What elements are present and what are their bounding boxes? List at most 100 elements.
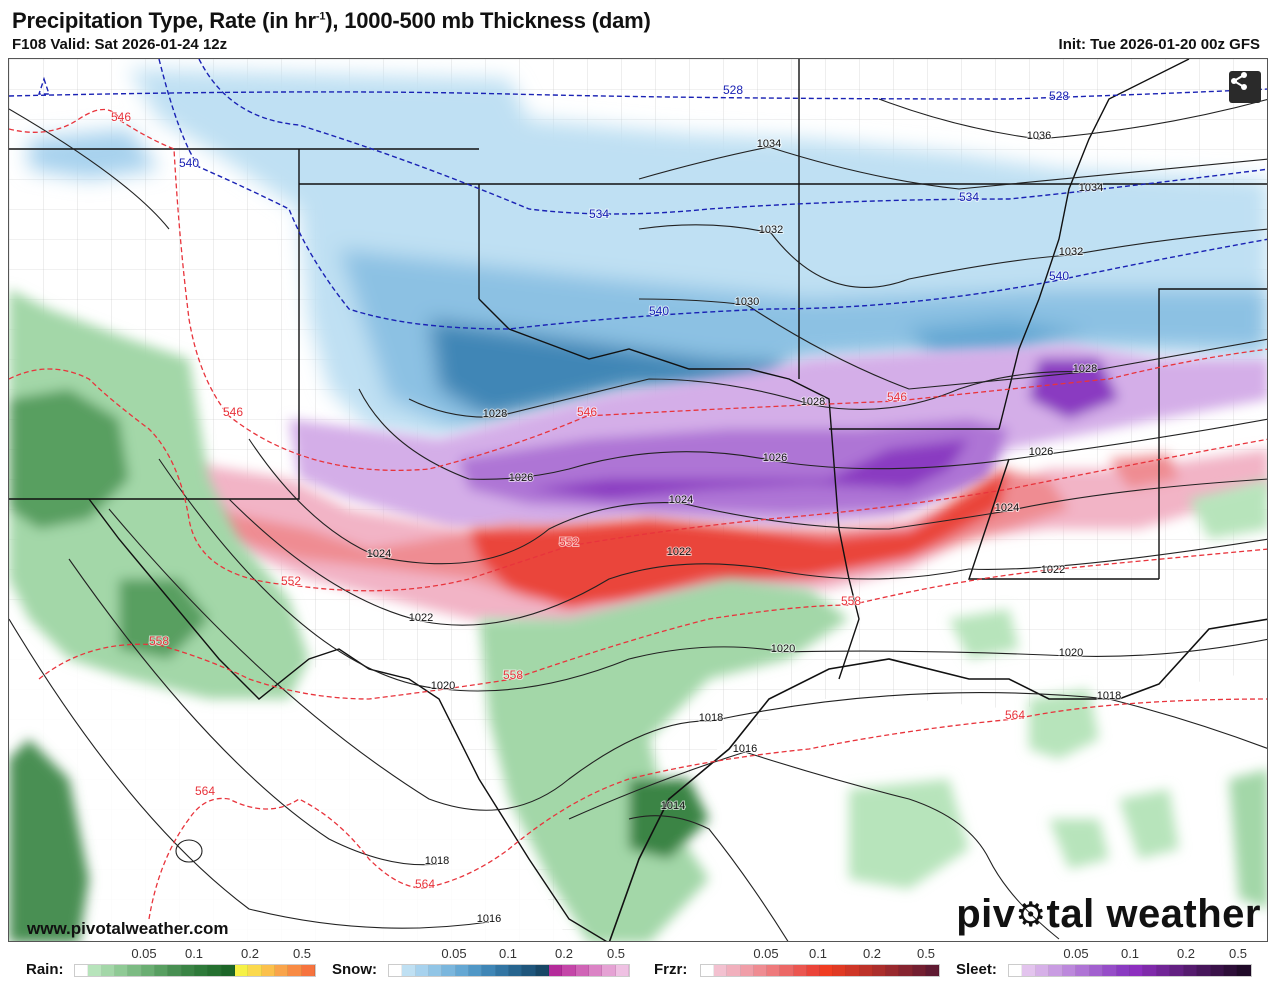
borders	[9, 59, 1267, 941]
contour-label: 540	[1049, 269, 1069, 283]
precip-legend: Rain: 0.05 0.1 0.2 0.5 Snow: 0.05 0.1 0.…	[0, 942, 1280, 999]
legend-sleet: Sleet: 0.05 0.1 0.2 0.5	[956, 942, 1266, 999]
legend-ticks: 0.05 0.1 0.2 0.5	[753, 946, 936, 961]
contour-label: 1026	[763, 452, 787, 464]
legend-swatch	[88, 965, 102, 976]
contour-label: 1022	[409, 612, 433, 624]
rain-area	[9, 289, 1267, 941]
legend-swatch	[846, 965, 860, 976]
legend-swatch	[168, 965, 182, 976]
contour-label: 1024	[669, 494, 693, 506]
legend-swatch	[793, 965, 807, 976]
legend-swatch	[154, 965, 169, 976]
legend-swatch	[872, 965, 887, 976]
legend-swatch	[912, 965, 926, 976]
legend-swatch	[1170, 965, 1184, 976]
legend-swatch	[1062, 965, 1077, 976]
legend-swatch	[234, 965, 249, 976]
legend-swatch	[1129, 965, 1144, 976]
contour-label: 1024	[995, 502, 1019, 514]
legend-swatch	[495, 965, 509, 976]
contour-label: 1028	[1073, 363, 1097, 375]
thickness-labels-red: 546 546 546 546 552 552 558 558 558 564 564 564	[110, 109, 1026, 892]
legend-swatch	[274, 965, 289, 976]
init-time: Init: Tue 2026-01-20 00z GFS	[1058, 36, 1260, 53]
share-button[interactable]	[1229, 71, 1261, 103]
legend-swatch	[389, 965, 403, 976]
legend-label: Sleet:	[956, 961, 997, 978]
legend-swatch	[415, 965, 429, 976]
contour-label: 1016	[733, 743, 757, 755]
contour-label: 540	[649, 304, 669, 318]
legend-swatch	[714, 965, 728, 976]
legend-swatch	[925, 965, 939, 976]
contour-label: 1018	[699, 712, 723, 724]
legend-swatch	[288, 965, 302, 976]
contour-label: 534	[959, 190, 979, 204]
legend-swatch	[194, 965, 209, 976]
isobar-labels: 1036 1034 1034 1032 1032 1030 1028 1028 1028 1026…	[366, 129, 1122, 926]
weather-map[interactable]: 1036 1034 1034 1032 1032 1030 1028 1028 1028 1026…	[8, 58, 1268, 942]
contour-label: 564	[195, 784, 215, 798]
legend-swatch	[1210, 965, 1224, 976]
thickness-red	[9, 108, 1267, 920]
freezing-rain-area	[159, 449, 1267, 629]
legend-swatch	[1089, 965, 1104, 976]
contour-label: 1016	[477, 913, 501, 925]
legend-ticks: 0.05 0.1 0.2 0.5	[131, 946, 312, 961]
contour-label: 1020	[1059, 647, 1083, 659]
valid-time: F108 Valid: Sat 2026-01-24 12z	[12, 36, 228, 53]
contour-label: 1022	[667, 546, 691, 558]
contour-label: 528	[723, 83, 743, 97]
legend-swatch	[181, 965, 195, 976]
sleet-area	[289, 344, 1267, 529]
isobars	[9, 98, 1267, 941]
contour-label: 1022	[1041, 564, 1065, 576]
legend-swatch	[301, 965, 315, 976]
contour-label: 564	[1005, 708, 1025, 722]
contour-label: 546	[577, 405, 597, 419]
contour-label: 546	[111, 110, 131, 124]
contour-label: 1030	[735, 296, 759, 308]
contour-label: 1034	[1079, 182, 1103, 194]
legend-swatch	[859, 965, 873, 976]
legend-label: Snow:	[332, 961, 377, 978]
contour-label: 1024	[367, 548, 391, 560]
legend-swatch	[248, 965, 262, 976]
site-url[interactable]: www.pivotalweather.com	[27, 919, 229, 938]
legend-frzr: Frzr: 0.05 0.1 0.2 0.5	[654, 942, 954, 999]
contour-label: 1028	[483, 408, 507, 420]
legend-swatch	[602, 965, 616, 976]
legend-swatch	[740, 965, 754, 976]
legend-swatch	[75, 965, 89, 976]
legend-swatch	[701, 965, 715, 976]
legend-swatch	[114, 965, 129, 976]
contour-label: 558	[503, 668, 523, 682]
legend-swatch	[141, 965, 155, 976]
legend-swatch	[1237, 965, 1251, 976]
legend-swatch	[208, 965, 222, 976]
contour-label: 546	[887, 390, 907, 404]
legend-swatch	[727, 965, 741, 976]
contour-label: 1020	[431, 680, 455, 692]
legend-swatch	[1022, 965, 1036, 976]
legend-swatch	[1143, 965, 1157, 976]
legend-swatch	[899, 965, 913, 976]
contour-label: 558	[149, 634, 169, 648]
legend-swatch	[833, 965, 847, 976]
share-icon	[1231, 72, 1247, 90]
legend-swatch	[468, 965, 483, 976]
contour-label: 1032	[759, 224, 783, 236]
legend-swatch	[455, 965, 469, 976]
map-title: Precipitation Type, Rate (in hr-1), 1000…	[12, 8, 651, 33]
legend-swatch	[806, 965, 820, 976]
legend-swatch	[128, 965, 142, 976]
contour-label: 540	[179, 156, 199, 170]
legend-rain: Rain: 0.05 0.1 0.2 0.5	[26, 942, 326, 999]
contour-label: 1014	[661, 800, 685, 812]
legend-swatch	[548, 965, 563, 976]
legend-swatch	[1049, 965, 1063, 976]
legend-swatch	[101, 965, 115, 976]
legend-swatch	[562, 965, 576, 976]
thickness-blue	[9, 59, 1267, 330]
